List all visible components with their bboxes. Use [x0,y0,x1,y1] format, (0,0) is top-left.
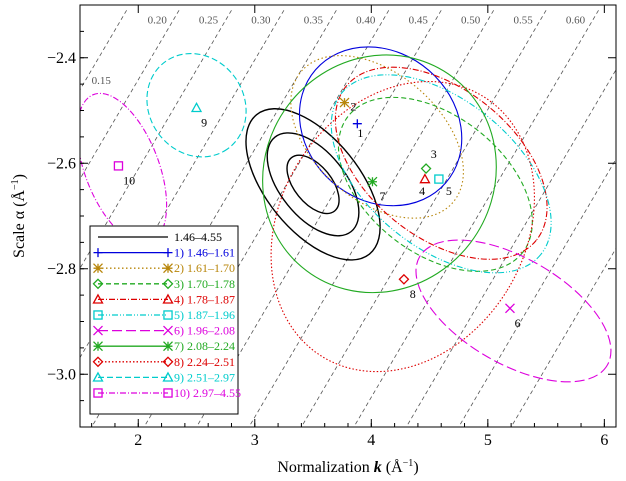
series-ellipse-1 [267,14,494,239]
data-point-2 [340,98,349,107]
legend-label-0: 1.46–4.55 [174,230,222,244]
point-label-7: 7 [379,189,385,203]
contour-label: 0.20 [148,14,168,26]
legend-label-4: 4) 1.78–1.87 [174,292,235,306]
legend-label-2: 2) 1.61–1.70 [174,261,235,275]
legend-marker-end-7 [164,342,173,351]
data-point-6 [505,304,514,313]
contour-label: 0.45 [409,14,429,26]
legend-label-3: 3) 1.70–1.78 [174,277,235,291]
y-tick-label: −2.4 [47,50,76,67]
contour-label: 0.15 [92,75,112,87]
y-tick-label: −2.8 [47,261,76,278]
contour-label: 0.40 [356,14,376,26]
legend: 1.46–4.55 1) 1.46–1.612) 1.61–1.70 3) 1.70… [90,226,241,414]
data-point-5 [435,175,443,183]
contour-label: 0.55 [513,14,533,26]
legend-label-1: 1) 1.46–1.61 [174,246,235,260]
data-point-3 [422,164,431,173]
legend-label-7: 7) 2.08–2.24 [174,339,235,353]
series-ellipse-2 [260,23,494,250]
x-tick-label: 2 [134,432,142,449]
x-tick-label: 3 [251,432,259,449]
contour-line [354,10,599,427]
y-tick-label: −3.0 [47,366,76,383]
contour-line [459,10,626,427]
legend-marker-end-2 [164,264,173,273]
contour-label: 0.60 [566,14,586,26]
y-axis-label: Scale α (Å−1) [10,174,28,258]
x-tick-label: 6 [600,432,608,449]
contour-line [406,10,626,427]
y-tick-label: −2.6 [47,155,76,172]
point-label-2: 2 [350,100,356,114]
x-axis-label: Normalization k (Å−1) [277,458,418,476]
x-tick-label: 4 [367,432,375,449]
series-ellipse-6 [393,211,626,411]
legend-marker-7 [94,342,103,351]
point-label-9: 9 [201,115,207,129]
point-label-10: 10 [123,173,135,187]
legend-label-10: 10) 2.97–4.55 [174,386,241,400]
data-point-8 [399,275,408,284]
point-label-4: 4 [419,184,425,198]
contour-line [301,10,546,427]
x-tick-label: 5 [484,432,492,449]
contour-label: 0.30 [251,14,271,26]
series-ellipse-7 [215,8,543,339]
data-point-7 [368,177,377,186]
data-point-4 [420,175,429,183]
legend-label-5: 5) 1.87–1.96 [174,308,235,322]
legend-label-9: 9) 2.51–2.97 [174,370,235,384]
point-label-5: 5 [446,184,452,198]
contour-label: 0.25 [199,14,219,26]
contour-label: 0.50 [461,14,481,26]
point-label-6: 6 [515,316,521,330]
legend-label-6: 6) 1.96–2.08 [174,324,235,338]
point-label-8: 8 [410,287,416,301]
point-label-3: 3 [431,147,437,161]
series-ellipse-9 [127,34,266,176]
legend-marker-2 [94,264,103,273]
data-point-9 [192,103,201,111]
data-point-10 [114,162,122,170]
contour-label: 0.35 [304,14,324,26]
overall-ellipse [220,85,405,283]
point-label-1: 1 [357,126,363,140]
legend-label-8: 8) 2.24–2.51 [174,355,235,369]
